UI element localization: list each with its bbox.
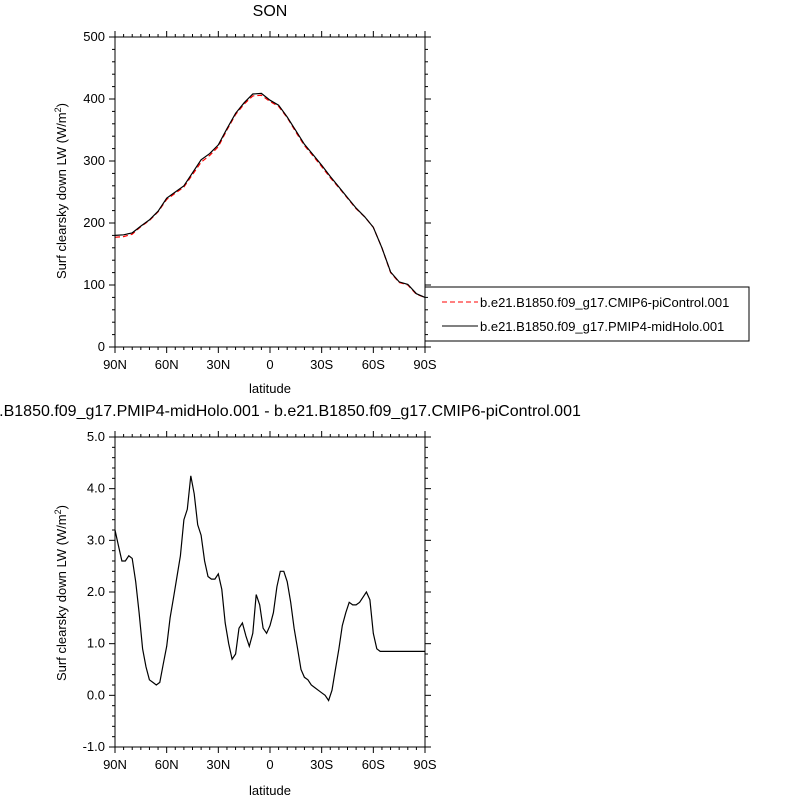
top-chart-ylabel: Surf clearsky down LW (W/m2) <box>53 103 69 279</box>
top-series-line-1 <box>114 92 426 298</box>
bottom-series-line-0 <box>114 475 425 702</box>
bottom-ytick-label: 1.0 <box>87 636 105 651</box>
bottom-chart-title: b.e21.B1850.f09_g17.PMIP4-midHolo.001 - … <box>0 403 581 420</box>
top-xtick-label: 90N <box>103 357 127 372</box>
top-chart-series <box>114 92 426 298</box>
bottom-xtick-label: 60S <box>362 757 385 772</box>
bottom-ytick-label: 0.0 <box>87 687 105 702</box>
legend: b.e21.B1850.f09_g17.CMIP6-piControl.001 … <box>424 286 750 342</box>
top-xtick-label: 0 <box>266 357 273 372</box>
top-series-line-0 <box>114 94 426 298</box>
bottom-xtick-label: 90S <box>413 757 436 772</box>
top-chart-ticks: 0 100 200 300 400 500 90N 60N 30N 0 30S 60S 90S <box>83 29 437 372</box>
bottom-xtick-label: 0 <box>266 757 273 772</box>
top-chart-panel: SON latitude Surf clearsky down LW (W/m2… <box>53 3 437 396</box>
bottom-chart-series <box>114 475 425 702</box>
top-ytick-label: 300 <box>83 153 105 168</box>
bottom-xtick-label: 60N <box>155 757 179 772</box>
legend-label-midholo: b.e21.B1850.f09_g17.PMIP4-midHolo.001 <box>480 319 724 334</box>
top-chart-title: SON <box>253 3 288 20</box>
bottom-xtick-label: 30N <box>206 757 230 772</box>
bottom-chart-ylabel: Surf clearsky down LW (W/m2) <box>53 505 69 681</box>
bottom-ytick-label: -1.0 <box>83 739 105 754</box>
bottom-chart-ticks: -1.0 0.0 1.0 2.0 3.0 4.0 5.0 90N 60N 30N 0 30S 60S 90… <box>83 429 437 772</box>
top-xtick-label: 60S <box>362 357 385 372</box>
bottom-xtick-label: 90N <box>103 757 127 772</box>
top-ytick-label: 0 <box>98 339 105 354</box>
bottom-xtick-label: 30S <box>310 757 333 772</box>
top-chart-xlabel: latitude <box>249 381 291 396</box>
top-xtick-label: 60N <box>155 357 179 372</box>
bottom-chart-frame <box>114 436 426 748</box>
top-xtick-label: 30N <box>206 357 230 372</box>
top-ytick-label: 500 <box>83 29 105 44</box>
top-ytick-label: 100 <box>83 277 105 292</box>
top-ytick-label: 200 <box>83 215 105 230</box>
legend-box <box>424 286 750 342</box>
bottom-ytick-label: 5.0 <box>87 429 105 444</box>
top-chart-frame <box>114 36 426 348</box>
bottom-ytick-label: 4.0 <box>87 481 105 496</box>
bottom-chart-xlabel: latitude <box>249 783 291 798</box>
bottom-ytick-label: 2.0 <box>87 584 105 599</box>
top-xtick-label: 30S <box>310 357 333 372</box>
bottom-ytick-label: 3.0 <box>87 532 105 547</box>
bottom-chart-panel: b.e21.B1850.f09_g17.PMIP4-midHolo.001 - … <box>0 403 581 798</box>
legend-label-picontrol: b.e21.B1850.f09_g17.CMIP6-piControl.001 <box>480 295 729 310</box>
top-ytick-label: 400 <box>83 91 105 106</box>
top-xtick-label: 90S <box>413 357 436 372</box>
